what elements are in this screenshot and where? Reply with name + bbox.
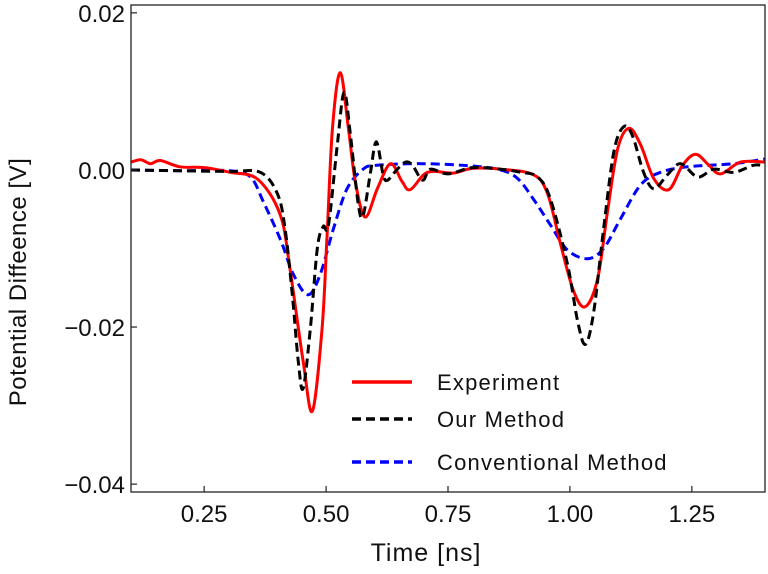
series-line-experiment <box>130 71 766 414</box>
x-axis-label: Time [ns] <box>371 539 482 567</box>
series-layer <box>130 71 766 414</box>
y-tick-label: 0.02 <box>78 1 125 28</box>
series-line-conventional-method <box>130 157 766 297</box>
y-tick-label: −0.04 <box>64 472 125 499</box>
y-tick-label: −0.02 <box>64 315 125 342</box>
y-tick-label: 0.00 <box>78 158 125 185</box>
x-tick-label: 0.75 <box>425 501 472 528</box>
legend-label: Our Method <box>437 407 565 432</box>
y-axis: 0.02 0.00 −0.02 −0.04 <box>64 1 137 499</box>
legend: Experiment Our Method Conventional Method <box>352 370 668 475</box>
x-tick-label: 0.50 <box>303 501 350 528</box>
x-tick-label: 1.25 <box>668 501 715 528</box>
series-line-our-method <box>130 90 766 391</box>
y-axis-label: Potential Diffeence [V] <box>5 158 32 407</box>
legend-label: Conventional Method <box>437 450 668 475</box>
x-tick-label: 1.00 <box>547 501 594 528</box>
x-axis: 0.25 0.50 0.75 1.00 1.25 <box>181 486 715 528</box>
legend-label: Experiment <box>437 370 560 395</box>
x-tick-label: 0.25 <box>181 501 228 528</box>
